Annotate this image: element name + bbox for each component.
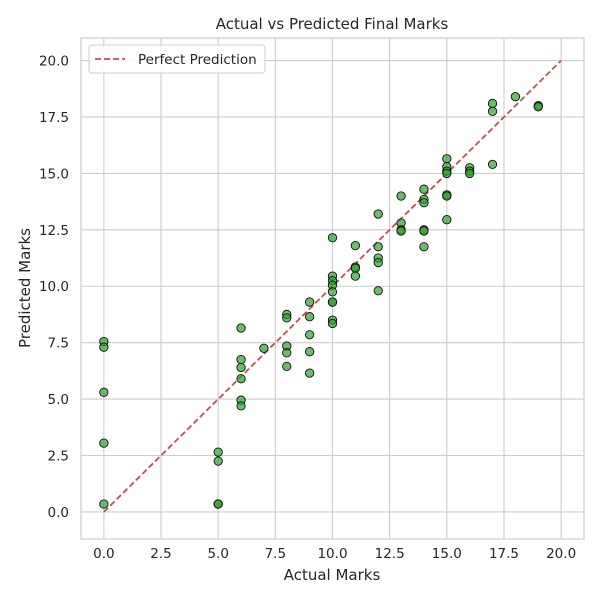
y-tick-label: 5.0 xyxy=(48,392,69,408)
y-tick-labels: 0.0 2.5 5.0 7.5 10.0 12.5 15.0 17.5 20.0 xyxy=(39,54,69,521)
data-point xyxy=(419,198,429,208)
reference-line-layer xyxy=(103,59,562,513)
data-point xyxy=(236,354,246,365)
data-point xyxy=(99,387,109,397)
data-point xyxy=(487,98,498,109)
x-tick-label: 17.5 xyxy=(489,546,519,562)
x-axis-label: Actual Marks xyxy=(284,566,381,584)
y-tick-label: 12.5 xyxy=(39,223,69,239)
data-point xyxy=(327,297,338,307)
legend-box xyxy=(88,44,266,74)
data-point xyxy=(396,226,406,236)
data-point xyxy=(327,233,338,243)
data-points xyxy=(99,92,543,509)
data-point xyxy=(327,287,338,297)
data-point xyxy=(487,106,498,116)
data-point xyxy=(213,499,223,509)
data-point xyxy=(465,168,475,179)
data-point xyxy=(304,330,315,340)
y-tick-label: 20.0 xyxy=(39,54,69,70)
data-point xyxy=(373,257,383,268)
y-tick-label: 10.0 xyxy=(39,279,69,295)
data-point xyxy=(419,184,429,194)
data-point xyxy=(327,318,338,329)
data-point xyxy=(442,215,452,225)
data-point xyxy=(282,348,292,358)
data-point xyxy=(99,499,109,509)
plot-frame xyxy=(80,37,585,540)
data-point xyxy=(213,456,223,466)
data-point xyxy=(442,191,452,201)
x-tick-label: 15.0 xyxy=(432,546,462,562)
data-point xyxy=(99,438,109,448)
data-point xyxy=(350,271,361,281)
data-point xyxy=(373,242,383,252)
x-tick-label: 7.5 xyxy=(265,546,286,562)
x-tick-label: 10.0 xyxy=(317,546,347,562)
data-point xyxy=(282,313,292,323)
data-point xyxy=(419,226,429,236)
data-point xyxy=(510,92,521,102)
data-point xyxy=(304,297,315,307)
chart-title: Actual vs Predicted Final Marks xyxy=(216,15,449,33)
x-tick-label: 12.5 xyxy=(375,546,405,562)
x-tick-label: 5.0 xyxy=(207,546,228,562)
data-point xyxy=(236,374,246,384)
y-axis-label: Predicted Marks xyxy=(16,228,34,348)
data-point xyxy=(99,342,109,352)
legend: Perfect Prediction xyxy=(88,44,266,74)
data-point xyxy=(350,263,361,273)
data-point xyxy=(396,191,406,201)
y-tick-label: 17.5 xyxy=(39,110,69,126)
data-point xyxy=(282,361,292,372)
data-point xyxy=(487,159,498,170)
y-tick-label: 2.5 xyxy=(48,449,69,465)
x-tick-label: 20.0 xyxy=(546,546,576,562)
y-tick-label: 0.0 xyxy=(48,505,69,521)
data-point xyxy=(442,168,452,179)
x-tick-label: 2.5 xyxy=(150,546,171,562)
data-point xyxy=(259,343,269,353)
data-point xyxy=(236,401,246,411)
y-tick-label: 15.0 xyxy=(39,166,69,182)
data-point xyxy=(442,154,452,164)
data-point xyxy=(350,240,361,251)
data-point xyxy=(236,323,246,333)
data-point xyxy=(304,312,315,322)
data-point xyxy=(533,102,543,112)
data-point xyxy=(236,362,246,373)
data-point xyxy=(373,209,383,219)
perfect-prediction-line xyxy=(103,59,562,513)
data-point xyxy=(213,447,223,457)
data-point xyxy=(304,347,315,357)
x-tick-label: 0.0 xyxy=(93,546,114,562)
data-point xyxy=(419,242,429,252)
data-point xyxy=(373,286,383,296)
y-tick-label: 7.5 xyxy=(48,336,69,352)
data-point xyxy=(304,368,315,378)
x-tick-labels: 0.0 2.5 5.0 7.5 10.0 12.5 15.0 17.5 20.0 xyxy=(93,546,576,562)
legend-label: Perfect Prediction xyxy=(138,52,257,68)
